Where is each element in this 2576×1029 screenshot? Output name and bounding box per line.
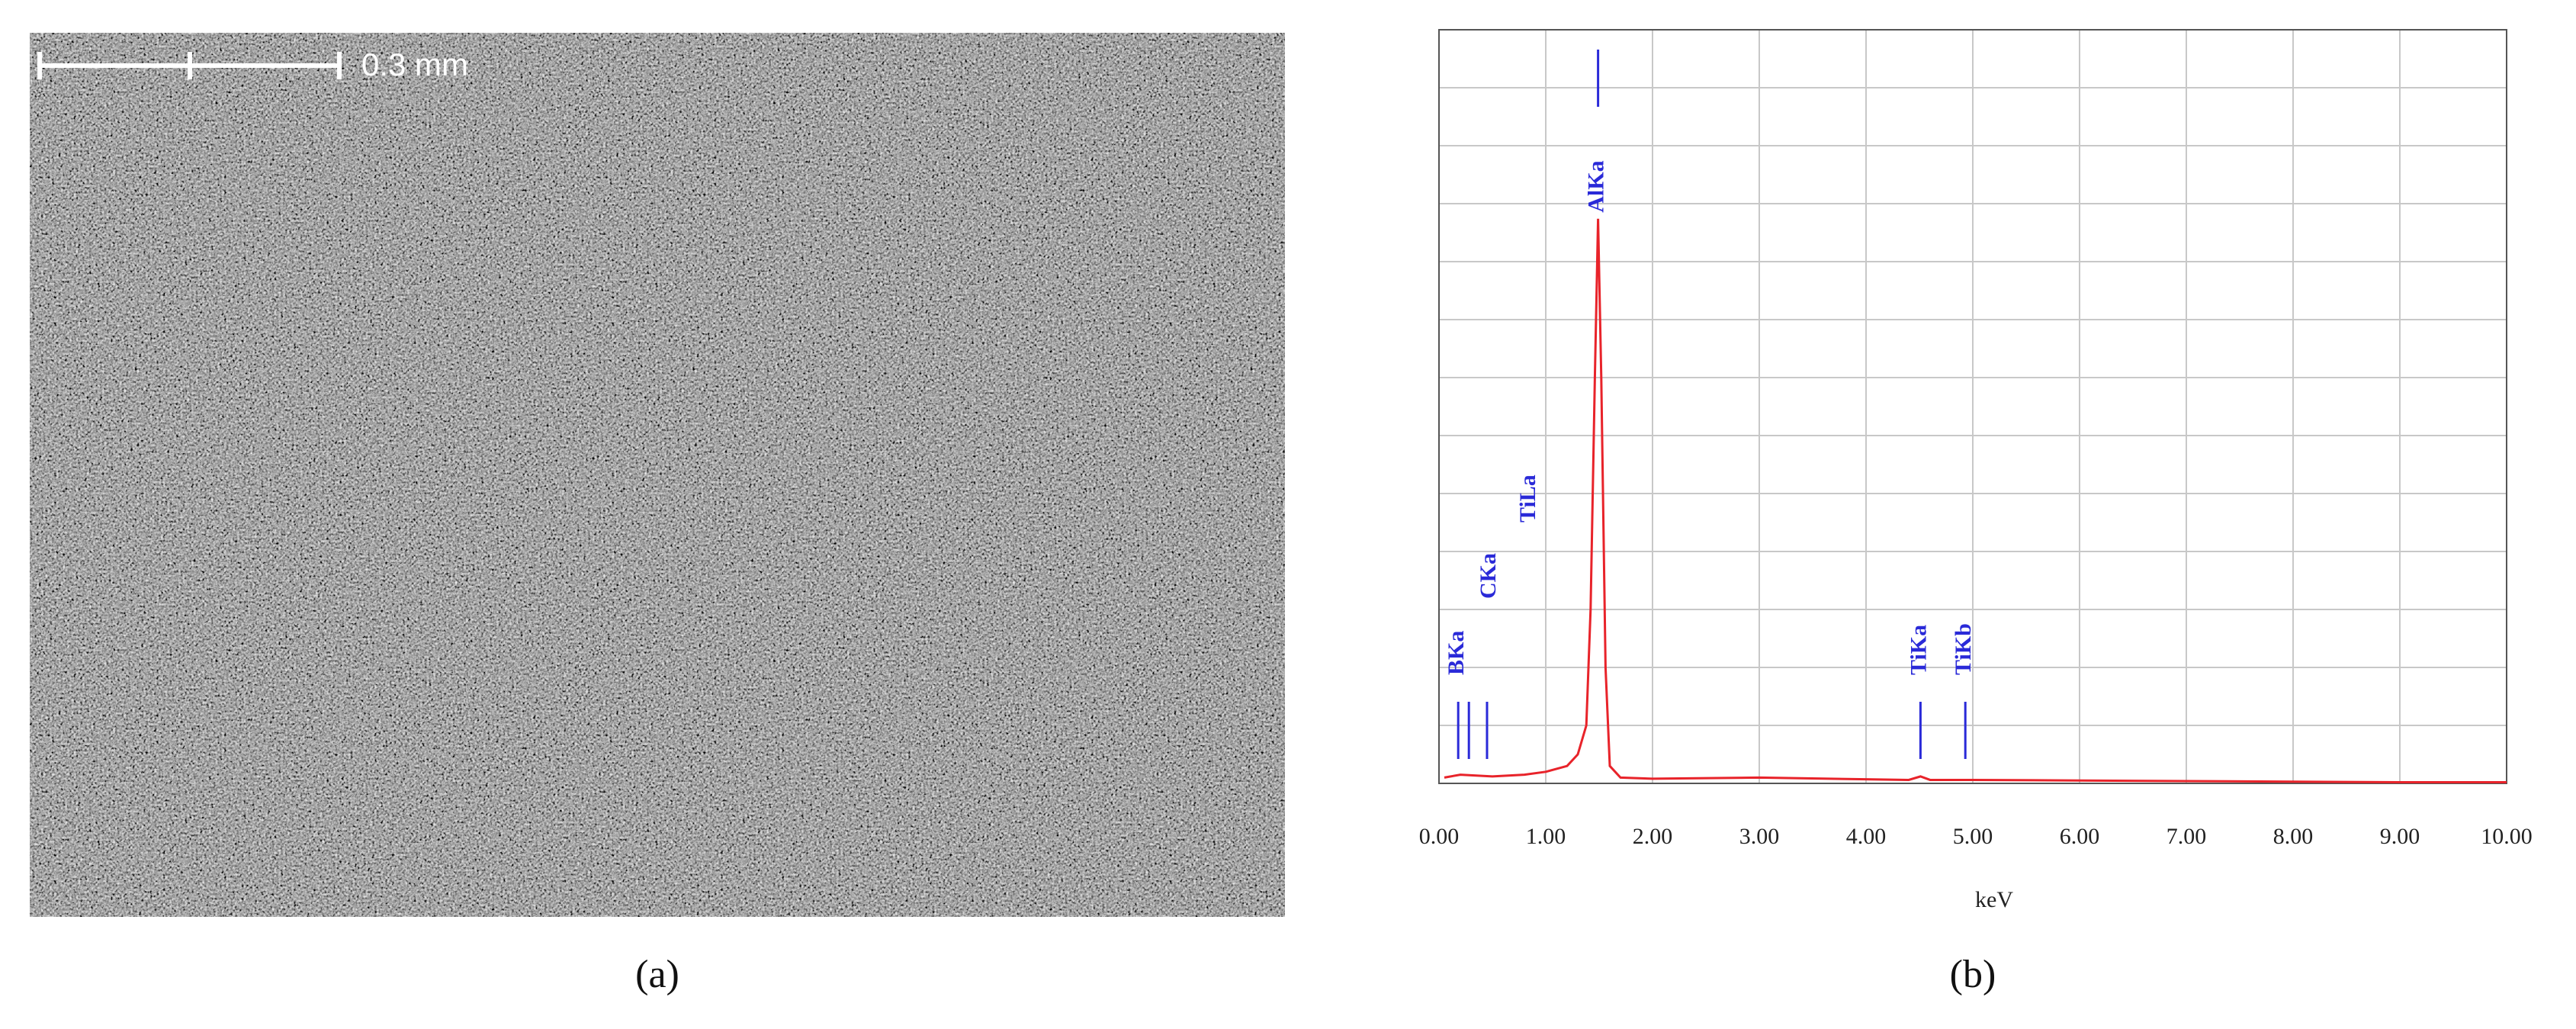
spectrum-line (1444, 218, 2507, 783)
caption: (a) (635, 953, 679, 996)
x-tick-label: 5.00 (1953, 824, 1993, 849)
x-tick-label: 8.00 (2273, 824, 2314, 849)
scale-label: 0.3 mm (361, 47, 468, 82)
x-tick-label: 10.00 (2481, 824, 2533, 849)
scale-bar (37, 52, 342, 79)
sem-image-panel: 0.3 mm (a) (30, 33, 1285, 996)
x-tick-label: 7.00 (2166, 824, 2207, 849)
x-tick-label: 2.00 (1633, 824, 1673, 849)
sem-texture (30, 33, 1285, 917)
x-tick-label: 1.00 (1526, 824, 1566, 849)
peak-label: TiKb (1951, 623, 1976, 675)
peak-label: BKa (1444, 631, 1469, 675)
spectrum-chart: (b) keV 0.00 1.00 2.00 3.00 4.00 5.00 6.00 7.00… (1419, 29, 2533, 996)
x-tick-label: 9.00 (2380, 824, 2420, 849)
x-tick-label: 0.00 (1419, 824, 1460, 849)
x-tick-label: 6.00 (2060, 824, 2100, 849)
peak-label: TiLa (1515, 474, 1540, 523)
peak-label: AlKa (1583, 160, 1608, 212)
caption: (b) (1950, 953, 1996, 996)
peak-label: CKa (1476, 553, 1501, 599)
peak-label: TiKa (1906, 625, 1931, 675)
x-axis-label: keV (1975, 887, 2013, 912)
plot-frame (1438, 29, 2507, 784)
x-tick-label: 4.00 (1846, 824, 1887, 849)
x-tick-label: 3.00 (1739, 824, 1780, 849)
